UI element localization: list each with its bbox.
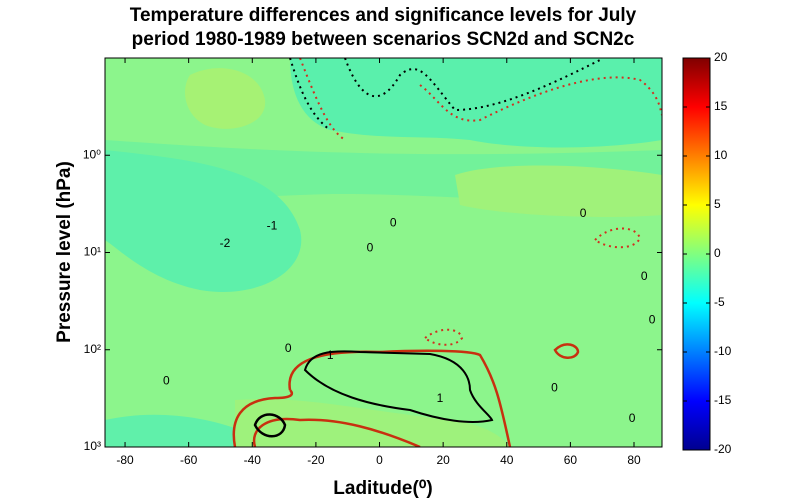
colorbar-tick-label: 10: [714, 148, 728, 162]
contour-label: -2: [220, 236, 231, 250]
colorbar-tick-label: 15: [714, 99, 728, 113]
contour-label: -1: [267, 219, 278, 233]
contour-label: 0: [551, 381, 558, 395]
x-tick-label: -40: [244, 453, 262, 467]
y-tick-label: 10¹: [84, 245, 101, 259]
y-axis-label: Pressure level (hPa): [54, 161, 75, 343]
x-tick-label: -60: [180, 453, 198, 467]
contour-label: 1: [437, 391, 444, 405]
colorbar-tick-label: 0: [714, 246, 721, 260]
colorbar-tick-label: -10: [714, 344, 732, 358]
colorbar: [682, 57, 711, 451]
x-tick-label: 60: [564, 453, 578, 467]
contour-label: 1: [327, 348, 334, 362]
contour-field: [105, 58, 662, 447]
chart-title: Temperature differences and significance…: [130, 5, 637, 26]
chart-title: period 1980-1989 between scenarios SCN2d…: [132, 29, 635, 50]
colorbar-tick-label: -5: [714, 295, 725, 309]
x-axis-label: Laditude(⁰): [333, 478, 432, 499]
x-tick-label: 40: [500, 453, 514, 467]
contour-label: 0: [390, 215, 397, 229]
contour-label: 0: [580, 206, 587, 220]
contour-label: 0: [641, 269, 648, 283]
x-tick-label: 80: [627, 453, 641, 467]
contour-label: 0: [649, 313, 656, 327]
x-tick-label: 20: [436, 453, 450, 467]
y-tick-label: 10⁰: [83, 147, 101, 161]
colorbar-tick-label: 5: [714, 197, 721, 211]
x-tick-label: 0: [376, 453, 383, 467]
colorbar-tick-label: -15: [714, 393, 732, 407]
y-tick-label: 10²: [84, 342, 101, 356]
x-tick-label: -80: [116, 453, 134, 467]
contour-label: 0: [367, 241, 374, 255]
y-tick-label: 10³: [84, 439, 101, 453]
colorbar-tick-label: -20: [714, 442, 732, 456]
contour-label: 0: [285, 341, 292, 355]
contour-label: 0: [163, 373, 170, 387]
colorbar-tick-label: 20: [714, 50, 728, 64]
contour-label: 0: [629, 411, 636, 425]
x-tick-label: -20: [307, 453, 325, 467]
